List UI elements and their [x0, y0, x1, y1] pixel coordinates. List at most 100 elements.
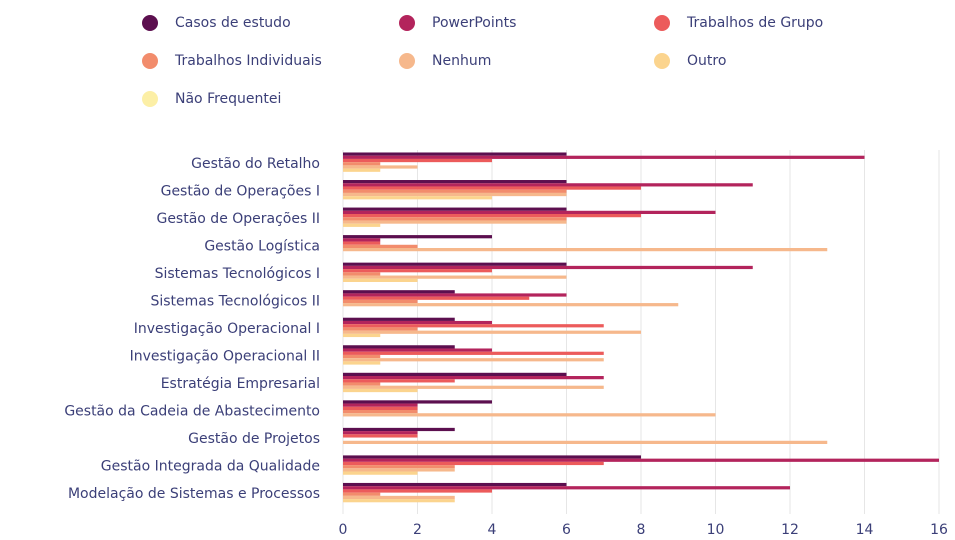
bar: [343, 403, 418, 407]
bar: [343, 217, 567, 221]
bar: [343, 468, 455, 472]
bar: [343, 320, 492, 325]
bar: [343, 290, 455, 294]
bar: [343, 158, 492, 163]
bar: [343, 413, 716, 417]
bar: [343, 152, 567, 156]
legend-label: Nenhum: [432, 53, 491, 69]
bar: [343, 330, 641, 334]
bar: [343, 372, 567, 377]
bar: [343, 303, 679, 307]
y-tick-label: Gestão Logística: [204, 238, 320, 254]
legend-label: Outro: [687, 53, 726, 69]
bar: [343, 186, 641, 190]
y-tick-label: Investigação Operacional II: [130, 349, 320, 365]
bar: [343, 235, 492, 239]
bar: [343, 196, 492, 200]
bar: [343, 207, 567, 211]
bar: [343, 434, 418, 438]
bar: [343, 382, 381, 386]
bar: [343, 358, 604, 362]
y-tick-label: Gestão Integrada da Qualidade: [101, 459, 320, 475]
y-tick-label: Gestão de Operações I: [161, 183, 320, 199]
y-tick-label: Investigação Operacional I: [134, 321, 320, 337]
bar: [343, 406, 418, 411]
legend-swatch: [399, 53, 415, 69]
bar: [343, 293, 567, 297]
y-tick-label: Modelação de Sistemas e Processos: [68, 486, 320, 502]
bar: [343, 265, 753, 270]
legend-label: Trabalhos Individuais: [174, 53, 322, 69]
y-tick-label: Gestão da Cadeia de Abastecimento: [64, 404, 320, 420]
bar: [343, 180, 567, 184]
bar: [343, 458, 939, 462]
y-tick-label: Sistemas Tecnológicos II: [150, 293, 320, 309]
bar: [343, 327, 418, 331]
bar: [343, 379, 455, 383]
bar: [343, 324, 604, 328]
legend-swatch: [399, 15, 415, 31]
bar: [343, 192, 567, 197]
y-tick-label: Gestão do Retalho: [191, 156, 320, 172]
bar: [343, 278, 418, 282]
bar: [343, 272, 381, 276]
legend-label: Casos de estudo: [175, 15, 291, 31]
bar: [343, 299, 418, 304]
legend-label: Trabalhos de Grupo: [686, 15, 823, 31]
bar: [343, 262, 567, 266]
bar: [343, 333, 381, 338]
x-tick-label: 8: [637, 522, 646, 538]
bar: [343, 165, 418, 169]
y-tick-label: Estratégia Empresarial: [161, 376, 320, 392]
legend-swatch: [654, 15, 670, 31]
bar: [343, 455, 641, 459]
bar: [343, 410, 418, 414]
bar: [343, 400, 492, 404]
bar: [343, 354, 381, 359]
bar: [343, 269, 492, 273]
bar: [343, 431, 418, 435]
bar: [343, 223, 381, 227]
bar: [343, 461, 604, 466]
bar: [343, 489, 492, 493]
bar: [343, 162, 381, 166]
bar: [343, 361, 381, 365]
bar: [343, 492, 381, 496]
x-tick-label: 0: [339, 522, 348, 538]
bar: [343, 275, 567, 279]
x-tick-label: 6: [562, 522, 571, 538]
bar: [343, 296, 530, 300]
bar: [343, 495, 455, 500]
legend-swatch: [654, 53, 670, 69]
bar: [343, 351, 604, 355]
bar: [343, 486, 790, 490]
bar: [343, 210, 716, 215]
legend-label: Não Frequentei: [175, 91, 281, 107]
bar: [343, 238, 381, 242]
bar: [343, 482, 567, 487]
bar: [343, 376, 604, 380]
y-tick-label: Gestão de Projetos: [188, 431, 320, 447]
x-tick-label: 2: [413, 522, 422, 538]
bar: [343, 183, 753, 187]
bar: [343, 214, 641, 218]
legend-swatch: [142, 53, 158, 69]
bar: [343, 465, 455, 469]
bar: [343, 345, 455, 349]
x-tick-label: 14: [856, 522, 874, 538]
legend-label: PowerPoints: [432, 15, 516, 31]
x-tick-label: 16: [930, 522, 948, 538]
bar: [343, 440, 828, 444]
y-tick-label: Sistemas Tecnológicos I: [155, 266, 320, 282]
bar: [343, 168, 381, 172]
legend-swatch: [142, 15, 158, 31]
bar: [343, 317, 455, 321]
bar: [343, 220, 567, 224]
bar: [343, 189, 567, 193]
bar: [343, 244, 418, 248]
bar: [343, 348, 492, 352]
x-tick-label: 4: [488, 522, 497, 538]
bar: [343, 385, 604, 389]
y-tick-label: Gestão de Operações II: [156, 211, 320, 227]
